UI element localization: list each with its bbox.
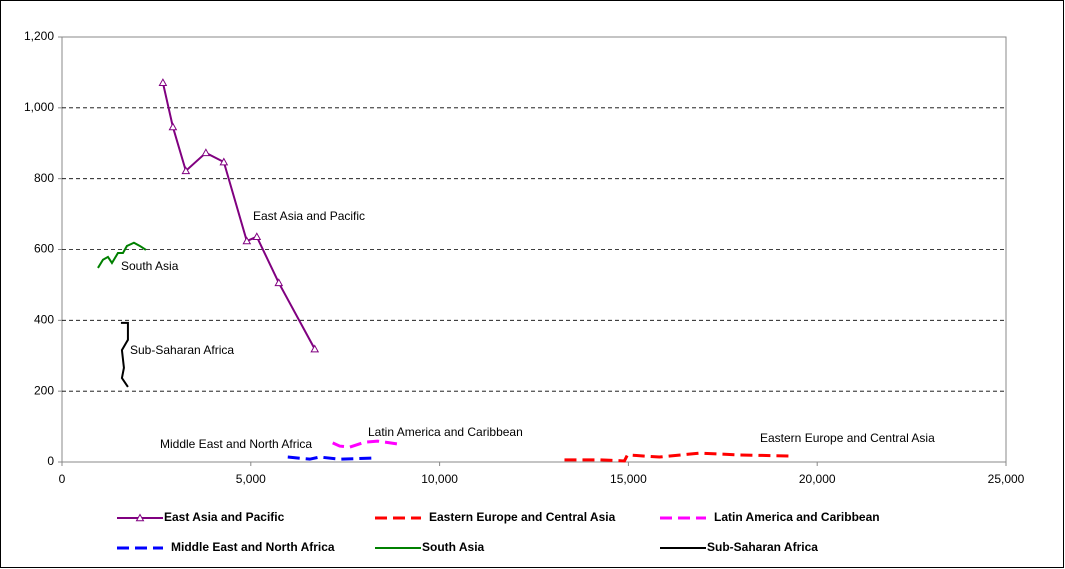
series-line bbox=[564, 451, 790, 463]
x-tick-label: 5,000 bbox=[236, 472, 266, 486]
marker bbox=[252, 232, 262, 241]
annotation: Latin America and Caribbean bbox=[368, 425, 523, 439]
y-tick-label: 200 bbox=[34, 383, 54, 397]
x-tick-label: 20,000 bbox=[799, 472, 836, 486]
series-line bbox=[332, 439, 398, 449]
marker bbox=[201, 148, 211, 157]
x-tick-label: 25,000 bbox=[988, 472, 1025, 486]
legend-label: Sub-Saharan Africa bbox=[707, 540, 818, 554]
annotation: Eastern Europe and Central Asia bbox=[760, 431, 935, 445]
y-tick-label: 400 bbox=[34, 313, 54, 327]
series-line bbox=[287, 455, 372, 461]
legend-marker bbox=[135, 513, 145, 522]
legend-label: Middle East and North Africa bbox=[171, 540, 335, 554]
y-tick-label: 0 bbox=[47, 454, 54, 468]
marker bbox=[158, 78, 168, 86]
annotation: Middle East and North Africa bbox=[160, 437, 312, 451]
legend-label: Latin America and Caribbean bbox=[714, 510, 880, 524]
y-tick-label: 1,000 bbox=[24, 100, 54, 114]
marker bbox=[181, 166, 191, 175]
series-line bbox=[120, 321, 129, 388]
x-tick-label: 10,000 bbox=[421, 472, 458, 486]
x-tick-label: 0 bbox=[59, 472, 66, 486]
annotation: South Asia bbox=[121, 259, 179, 273]
legend-label: South Asia bbox=[422, 540, 485, 554]
marker bbox=[310, 344, 320, 353]
annotation: Sub-Saharan Africa bbox=[130, 343, 234, 357]
marker bbox=[168, 122, 178, 131]
marker bbox=[219, 157, 229, 166]
marker bbox=[274, 278, 284, 287]
annotation: East Asia and Pacific bbox=[253, 209, 365, 223]
y-tick-label: 800 bbox=[34, 171, 54, 185]
marker bbox=[242, 236, 252, 245]
legend-label: Eastern Europe and Central Asia bbox=[429, 510, 616, 524]
x-tick-label: 15,000 bbox=[610, 472, 647, 486]
series-line bbox=[97, 241, 147, 269]
y-tick-label: 600 bbox=[34, 242, 54, 256]
legend-label: East Asia and Pacific bbox=[164, 510, 285, 524]
y-tick-label: 1,200 bbox=[24, 29, 54, 43]
